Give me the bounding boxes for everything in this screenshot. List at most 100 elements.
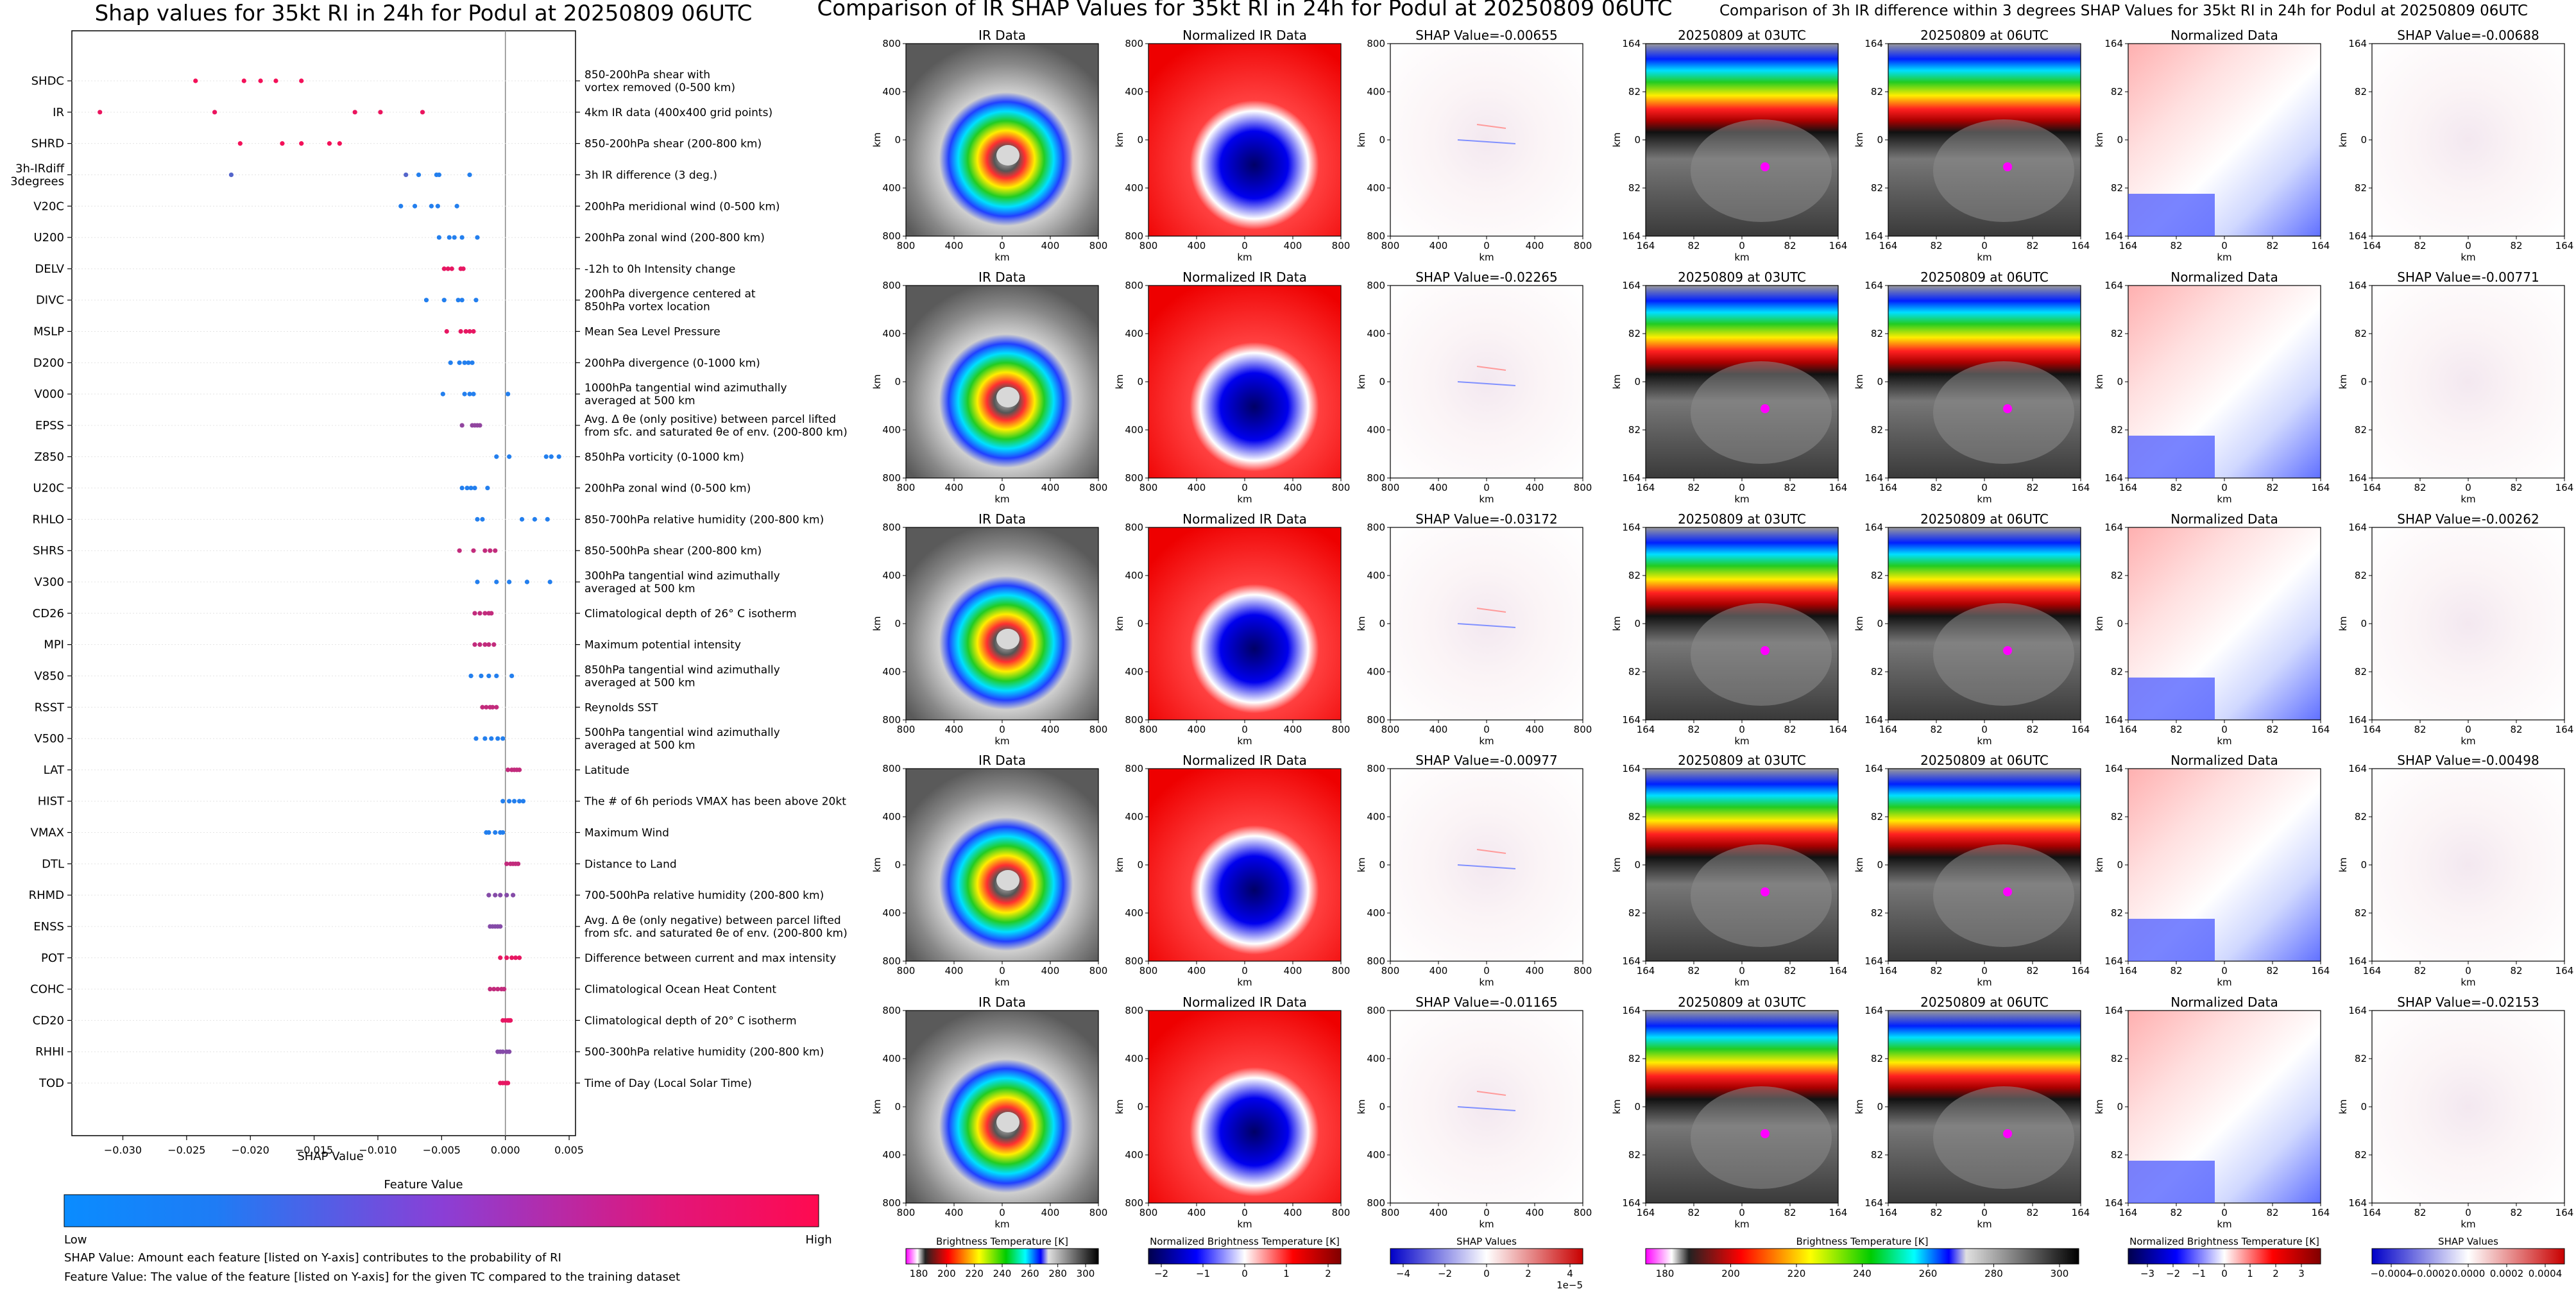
panel-y-tick-label: 0 — [2117, 134, 2123, 146]
panel-y-tick-label: 164 — [1864, 472, 1883, 484]
shap-point — [488, 548, 493, 553]
panel-x-tick-label: 800 — [1139, 482, 1158, 493]
ir-panel-image — [905, 285, 1099, 479]
panel-x-tick-label: 82 — [2414, 965, 2426, 977]
panel-x-tick-label: 800 — [1089, 482, 1108, 493]
shap-point — [482, 736, 488, 741]
panel-y-tick-label: 400 — [1125, 570, 1143, 581]
shap-signal — [1457, 139, 1516, 144]
panel-x-label: km — [1734, 1218, 1749, 1230]
feature-description: Distance to Land — [584, 858, 677, 871]
panel-y-label: km — [1854, 374, 1865, 389]
ir-panel-image — [1390, 43, 1583, 237]
shap-point — [506, 767, 511, 773]
panel-y-tick-label: 164 — [2348, 472, 2367, 484]
ir-panel-image — [905, 527, 1099, 721]
colorbar-tick-label: 280 — [1984, 1268, 2003, 1279]
colorbar-label: SHAP Values — [2438, 1236, 2498, 1247]
colorbar-tick-label: 0.0000 — [2452, 1268, 2486, 1279]
panel-x-tick-label: 0 — [2221, 965, 2228, 977]
panel-y-label: km — [2094, 132, 2105, 147]
panel-y-tick-label: 400 — [1125, 907, 1143, 919]
panel-title: SHAP Value=-0.00498 — [2397, 753, 2539, 768]
panel-x-tick-label: 82 — [2510, 482, 2522, 493]
shap-point — [498, 924, 503, 929]
panel-y-tick-label: 82 — [1628, 182, 1641, 194]
panel-x-tick-label: 164 — [2363, 1207, 2382, 1218]
panel-x-label: km — [1479, 1218, 1494, 1230]
panel-x-tick-label: 164 — [2555, 482, 2574, 493]
panel-x-tick-label: 82 — [1784, 1207, 1796, 1218]
cloud-feature — [1933, 844, 2074, 947]
panel-title: 20250809 at 03UTC — [1678, 269, 1806, 285]
panel-y-label: km — [2337, 616, 2349, 631]
ir-panel-image — [1148, 43, 1342, 237]
eye-feature — [996, 1112, 1019, 1132]
panel-title: Normalized IR Data — [1182, 28, 1307, 43]
panel-y-label: km — [1356, 857, 1367, 872]
panel-y-tick-label: 164 — [2348, 714, 2367, 726]
shap-signal — [1476, 608, 1506, 613]
panel-title: Normalized IR Data — [1182, 994, 1307, 1010]
shap-point — [520, 799, 526, 804]
shap-point — [444, 329, 449, 334]
feature-description: Climatological depth of 26° C isotherm — [584, 608, 797, 620]
colorbar-tick-label: −0.0002 — [2409, 1268, 2450, 1279]
panel-x-tick-label: 82 — [2510, 240, 2522, 252]
colorbar-tick-label: −2 — [1438, 1268, 1452, 1279]
feature-colorbar — [64, 1194, 819, 1227]
panel-y-tick-label: 400 — [1125, 182, 1143, 194]
panel-x-tick-label: 0 — [1483, 965, 1490, 977]
feature-name: 3degrees — [10, 175, 64, 188]
x-tick-label: −0.005 — [423, 1144, 461, 1156]
panel-y-tick-label: 164 — [1622, 1005, 1641, 1016]
panel-y-tick-label: 800 — [1367, 955, 1385, 967]
panel-y-tick-label: 0 — [1137, 134, 1143, 146]
colorbar — [1390, 1248, 1583, 1265]
shap-point — [477, 642, 482, 647]
x-tick-label: 0.000 — [491, 1144, 520, 1156]
panel-title: 20250809 at 03UTC — [1678, 994, 1806, 1010]
eye-marker — [1761, 887, 1770, 896]
panel-y-tick-label: 164 — [1864, 1197, 1883, 1209]
panel-title: IR Data — [978, 28, 1026, 43]
feature-description: 850hPa vorticity (0-1000 km) — [584, 451, 744, 464]
shap-point — [488, 986, 493, 992]
panel-x-tick-label: 800 — [1332, 1207, 1351, 1218]
panel-y-label: km — [1114, 132, 1125, 147]
panel-y-tick-label: 82 — [2111, 1149, 2123, 1161]
panel-y-tick-label: 164 — [2104, 280, 2123, 291]
shap-point — [477, 423, 482, 428]
shap-point — [327, 141, 332, 146]
panel-y-tick-label: 0 — [1137, 376, 1143, 388]
panel-x-tick-label: 400 — [1041, 240, 1060, 252]
panel-y-tick-label: 82 — [2111, 666, 2123, 678]
panel-x-tick-label: 0 — [2465, 965, 2471, 977]
panel-x-tick-label: 400 — [1429, 482, 1448, 493]
panel-x-label: km — [1479, 977, 1494, 988]
ir-panel-image — [1148, 1010, 1342, 1204]
panel-y-tick-label: 800 — [1125, 1197, 1143, 1209]
panel-x-tick-label: 400 — [945, 965, 964, 977]
shap-point — [473, 298, 479, 303]
panel-x-label: km — [2217, 1218, 2231, 1230]
shap-point — [556, 454, 561, 459]
shap-point — [502, 986, 507, 992]
shap-point — [491, 642, 497, 647]
shap-point — [504, 861, 509, 866]
shap-point — [515, 861, 521, 866]
panel-y-tick-label: 164 — [1864, 522, 1883, 533]
panel-y-tick-label: 0 — [1379, 618, 1385, 629]
panel-y-label: km — [1356, 1099, 1367, 1114]
colorbar-tick-label: 1 — [2247, 1268, 2253, 1279]
panel-x-label: km — [994, 977, 1009, 988]
panel-x-tick-label: 800 — [1381, 482, 1400, 493]
eye-feature — [996, 145, 1019, 166]
shap-point — [436, 172, 441, 178]
panel-x-tick-label: 0 — [2465, 482, 2471, 493]
panel-x-label: km — [1237, 1218, 1252, 1230]
cloud-feature — [1691, 119, 1832, 222]
panel-x-tick-label: 0 — [1483, 482, 1490, 493]
panel-x-label: km — [994, 735, 1009, 747]
